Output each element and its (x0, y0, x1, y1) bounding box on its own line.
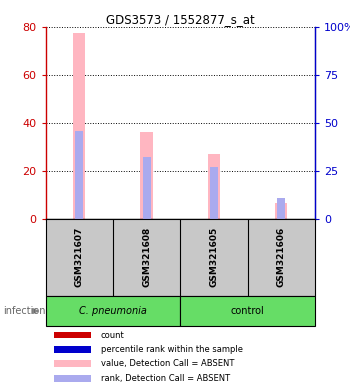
Bar (75, 131, 83, 219)
Text: control: control (231, 306, 265, 316)
Bar (210, 167, 218, 219)
Bar (140, 132, 153, 219)
Text: GSM321608: GSM321608 (142, 227, 151, 287)
Text: percentile rank within the sample: percentile rank within the sample (101, 345, 243, 354)
Text: GSM321606: GSM321606 (277, 227, 286, 287)
Bar (275, 203, 287, 219)
Bar (54, 346, 91, 353)
Bar (208, 154, 220, 219)
Text: rank, Detection Call = ABSENT: rank, Detection Call = ABSENT (101, 374, 230, 383)
Bar (54, 332, 91, 339)
Text: count: count (101, 331, 125, 339)
Bar (73, 33, 85, 219)
Text: GSM321607: GSM321607 (75, 227, 84, 288)
Bar (54, 360, 91, 367)
Title: GDS3573 / 1552877_s_at: GDS3573 / 1552877_s_at (106, 13, 255, 26)
Bar (46, 296, 180, 326)
Bar (54, 375, 91, 382)
Text: value, Detection Call = ABSENT: value, Detection Call = ABSENT (101, 359, 234, 368)
Text: C. pneumonia: C. pneumonia (79, 306, 147, 316)
Bar (142, 157, 150, 219)
Bar (277, 198, 285, 219)
Text: infection: infection (4, 306, 46, 316)
Bar (180, 296, 315, 326)
Text: GSM321605: GSM321605 (209, 227, 218, 287)
